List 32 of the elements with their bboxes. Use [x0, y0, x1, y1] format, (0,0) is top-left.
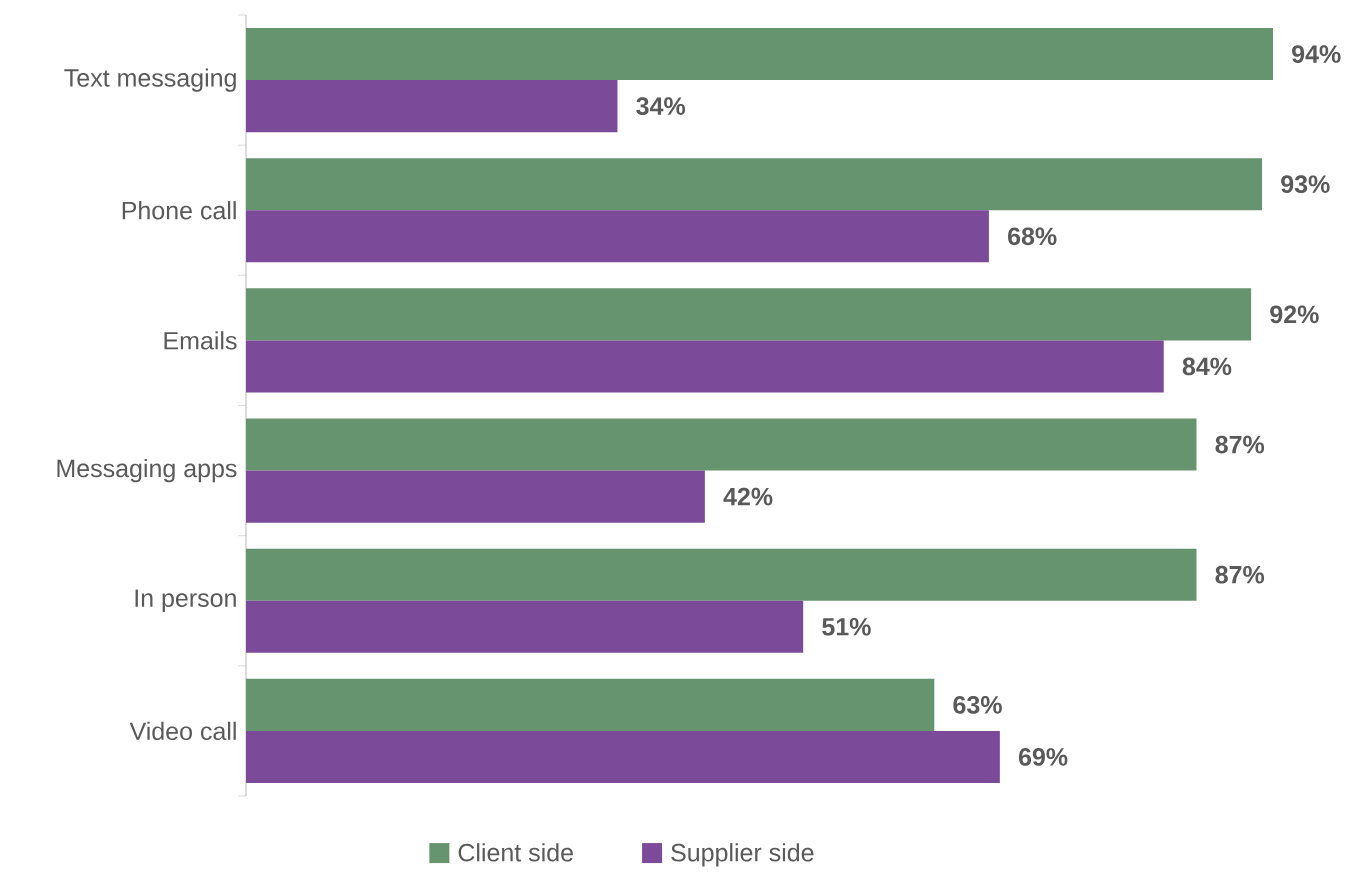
- bar: [246, 418, 1197, 471]
- bar: [246, 80, 618, 133]
- data-label: 63%: [953, 696, 1002, 714]
- data-label: 87%: [1215, 435, 1265, 454]
- data-label: 87%: [1215, 565, 1265, 584]
- data-label: 42%: [723, 487, 773, 506]
- data-label: 68%: [1008, 227, 1057, 246]
- data-label: 84%: [1182, 357, 1232, 376]
- bar: [246, 730, 1000, 783]
- y-tick-label: Messaging apps: [57, 458, 237, 483]
- bar: [246, 288, 1252, 341]
- data-label: 69%: [1018, 748, 1068, 766]
- y-tick-label: Text messaging: [64, 68, 236, 92]
- bar: [246, 548, 1197, 601]
- y-tick-label: Emails: [164, 331, 237, 350]
- data-label: 34%: [636, 97, 686, 115]
- data-label: 92%: [1270, 305, 1319, 324]
- bar: [246, 600, 804, 653]
- bar: [246, 28, 1273, 81]
- data-label: 93%: [1281, 175, 1330, 194]
- bar: [246, 678, 935, 731]
- bar: [246, 210, 989, 263]
- bar: [246, 158, 1263, 211]
- bar: [246, 470, 705, 523]
- legend-label: Supplier side: [671, 843, 814, 867]
- legend-label: Client side: [458, 843, 573, 862]
- data-label: 51%: [822, 617, 871, 636]
- y-tick-label: In person: [135, 589, 236, 612]
- bar: [246, 340, 1164, 393]
- data-label: 94%: [1292, 45, 1341, 63]
- y-tick-label: Phone call: [122, 201, 236, 220]
- y-tick-label: Video call: [129, 721, 236, 741]
